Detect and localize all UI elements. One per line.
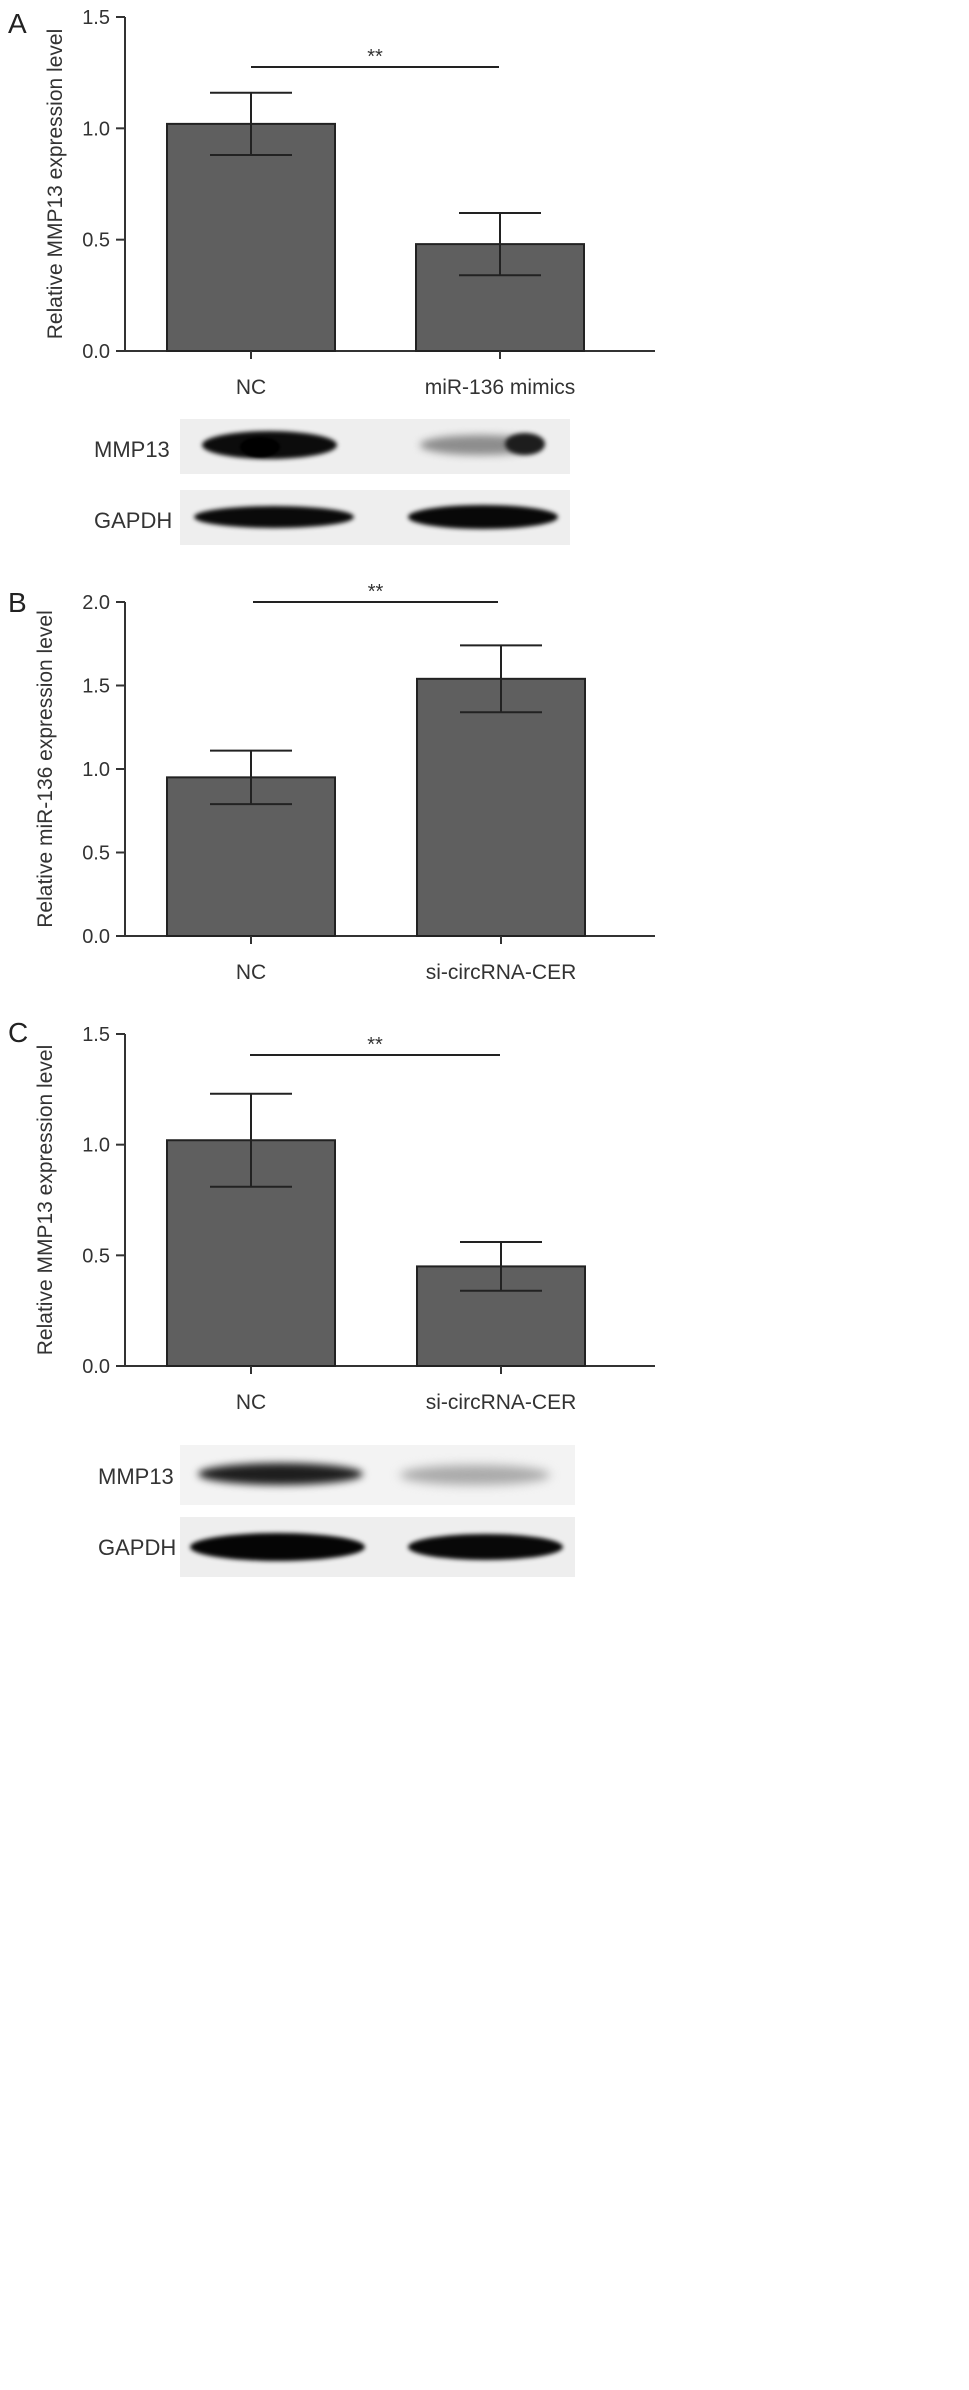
y-tick-label: 0.5	[82, 1245, 110, 1267]
y-tick-label: 1.0	[82, 118, 110, 140]
significance-label: **	[367, 1034, 383, 1056]
blot-strip-mmp13	[180, 419, 570, 474]
y-axis-label: Relative MMP13 expression level	[44, 29, 67, 339]
y-tick-label: 0.5	[82, 230, 110, 252]
blot-strip-gapdh	[180, 1517, 575, 1577]
panel-letter: C	[8, 1017, 29, 1048]
y-tick-label: 0.0	[82, 341, 110, 363]
x-tick-label: miR-136 mimics	[425, 376, 576, 399]
y-tick-label: 1.0	[82, 1135, 110, 1157]
blot-label-gapdh: GAPDH	[94, 508, 173, 533]
panel-letter: B	[8, 587, 27, 618]
blot-label-mmp13: MMP13	[98, 1464, 174, 1489]
y-tick-label: 2.0	[82, 592, 110, 614]
bar-chart-a: 0.0 0.5 1.0 1.5 Relative MMP13 expression le…	[44, 7, 655, 399]
blot-strip-mmp13	[180, 1445, 575, 1505]
bar	[166, 122, 336, 352]
y-tick-label: 0.0	[82, 926, 110, 948]
blot-label-gapdh: GAPDH	[98, 1535, 177, 1560]
significance-label: **	[367, 46, 383, 68]
blot-label-mmp13: MMP13	[94, 437, 170, 462]
panel-c: C 0.0 0.5 1.0 1.5 Relative MMP13 expression …	[0, 1015, 969, 2390]
y-tick-label: 1.5	[82, 1024, 110, 1046]
x-tick-label: NC	[236, 1391, 266, 1414]
y-axis-label: Relative MMP13 expression level	[34, 1045, 57, 1355]
y-tick-label: 0.5	[82, 843, 110, 865]
y-tick-label: 1.5	[82, 676, 110, 698]
x-tick-label: NC	[236, 376, 266, 399]
significance-label: **	[368, 581, 384, 603]
y-tick-label: 1.5	[82, 7, 110, 29]
y-tick-label: 1.0	[82, 759, 110, 781]
y-axis-label: Relative miR-136 expression level	[34, 610, 57, 927]
x-tick-label: si-circRNA-CER	[426, 961, 577, 984]
panel-b: B 0.0 0.5 1.0 1.5 2.0 Relative miR-136 expres…	[0, 581, 969, 995]
blot-strip-gapdh	[180, 490, 570, 545]
x-tick-label: NC	[236, 961, 266, 984]
panel-a: A 0.0 0.5 1.0 1.5 Relative MMP13 expression …	[0, 0, 969, 560]
bar	[416, 677, 586, 937]
bar-chart-c: 0.0 0.5 1.0 1.5 Relative MMP13 expression le…	[34, 1024, 655, 1414]
x-tick-label: si-circRNA-CER	[426, 1391, 577, 1414]
y-tick-label: 0.0	[82, 1356, 110, 1378]
bar-chart-b: 0.0 0.5 1.0 1.5 2.0 Relative miR-136 expressi…	[34, 581, 655, 984]
panel-letter: A	[8, 8, 27, 39]
